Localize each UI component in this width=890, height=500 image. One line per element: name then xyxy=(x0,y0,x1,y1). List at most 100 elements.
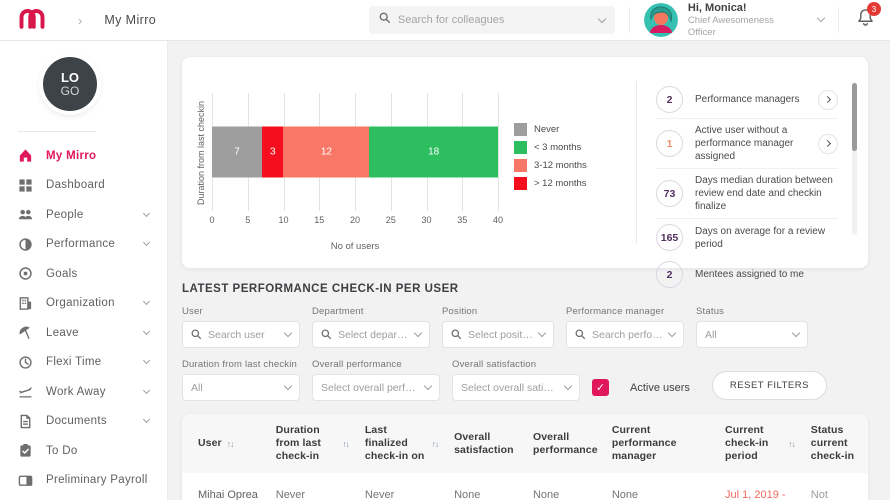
overall-performance-select[interactable]: Select overall performance xyxy=(312,374,440,401)
col-header-duration[interactable]: Duration from last check-in ↑↓ xyxy=(268,414,357,473)
brand-logo-icon[interactable] xyxy=(18,6,46,35)
x-tick-label: 35 xyxy=(457,215,468,225)
filter-label: Position xyxy=(442,306,478,317)
col-header-user[interactable]: User ↑↓ xyxy=(182,414,268,473)
sidebar-item-goals[interactable]: Goals xyxy=(0,259,167,289)
search-icon xyxy=(191,329,202,340)
avatar[interactable] xyxy=(643,2,678,37)
stat-performance-managers: 2 Performance managers xyxy=(656,81,838,118)
sidebar-item-partial[interactable] xyxy=(0,495,167,500)
work-away-icon xyxy=(18,387,33,398)
colleague-search[interactable] xyxy=(368,6,615,34)
user-search-select[interactable]: Search user xyxy=(182,321,300,348)
sidebar-item-documents[interactable]: Documents xyxy=(0,407,167,437)
performance-icon xyxy=(19,238,32,251)
column-label: Current performance manager xyxy=(611,424,677,463)
cell-manager: None xyxy=(611,489,639,500)
home-icon xyxy=(19,149,32,162)
status-select[interactable]: All xyxy=(696,321,808,348)
user-menu-chevron-icon[interactable] xyxy=(816,14,826,23)
search-input[interactable] xyxy=(397,14,599,26)
breadcrumb-chevron-icon: › xyxy=(78,12,83,28)
notifications-bell-icon[interactable]: 3 xyxy=(857,2,881,31)
stat-value: 165 xyxy=(656,224,683,251)
stats-scrollbar-thumb[interactable] xyxy=(852,83,857,151)
stat-link-button[interactable] xyxy=(818,89,838,110)
stat-link-button[interactable] xyxy=(818,133,838,154)
company-logo[interactable]: LO GO xyxy=(43,57,97,111)
table-row: Mihai Oprea Never Never None None None J… xyxy=(182,473,868,500)
chart-legend: Never < 3 months 3-12 months > 12 months xyxy=(514,123,587,268)
bar-segment: 12 xyxy=(283,126,370,178)
active-users-label: Active users xyxy=(630,382,690,394)
page-title: My Mirro xyxy=(104,13,157,27)
user-info[interactable]: Hi, Monica! Chief Awesomeness Officer xyxy=(688,1,802,40)
bar-segment: 18 xyxy=(369,126,498,178)
sidebar-item-my-mirro[interactable]: My Mirro xyxy=(0,141,167,171)
chevron-down-icon xyxy=(537,328,547,338)
col-header-status: Status current check-in xyxy=(803,414,868,473)
sort-icon[interactable]: ↑↓ xyxy=(788,438,795,449)
user-greeting: Hi, Monica! xyxy=(687,1,747,14)
sidebar-item-organization[interactable]: Organization xyxy=(0,289,167,319)
filter-status: Status All xyxy=(696,306,808,348)
duration-select[interactable]: All xyxy=(182,374,300,401)
filter-label: Performance manager xyxy=(566,306,665,317)
filter-placeholder: Select position xyxy=(468,328,533,341)
x-tick-label: 20 xyxy=(349,215,361,225)
sidebar-item-dashboard[interactable]: Dashboard xyxy=(0,171,167,201)
chevron-down-icon xyxy=(413,328,423,338)
chevron-down-icon xyxy=(563,381,573,391)
overall-satisfaction-select[interactable]: Select overall satisfaction xyxy=(452,374,580,401)
sort-icon[interactable]: ↑↓ xyxy=(342,438,349,449)
header-left: › My Mirro xyxy=(0,6,369,35)
sort-icon[interactable]: ↑↓ xyxy=(431,438,439,449)
sidebar-item-label: Goals xyxy=(46,267,78,280)
department-select[interactable]: Select department xyxy=(312,321,430,348)
duration-chart: Duration from last checkin 7 3 12 18 0 5 10 15… xyxy=(182,57,636,268)
reset-filters-button[interactable]: RESET FILTERS xyxy=(711,371,827,400)
filter-value: All xyxy=(705,328,717,341)
payroll-icon xyxy=(18,475,33,486)
stat-value: 1 xyxy=(656,130,683,157)
search-dropdown-chevron-icon[interactable] xyxy=(597,14,607,23)
filter-department: Department Select department xyxy=(312,306,430,348)
filter-value: All xyxy=(191,381,203,394)
sidebar-item-to-do[interactable]: To Do xyxy=(0,436,167,466)
legend-item: 3-12 months xyxy=(514,159,587,172)
sidebar-item-label: Performance xyxy=(46,238,116,251)
col-header-performance: Overall performance xyxy=(525,414,604,473)
todo-icon xyxy=(20,444,31,457)
position-select[interactable]: Select position xyxy=(442,321,554,348)
checkin-overview-card: Duration from last checkin 7 3 12 18 0 5 10 15… xyxy=(182,57,868,288)
logo-line2: GO xyxy=(60,83,80,98)
stats-scrollbar[interactable] xyxy=(852,83,857,235)
active-users-checkbox[interactable]: ✓ xyxy=(592,379,609,396)
documents-icon xyxy=(20,414,31,429)
legend-item: Never xyxy=(514,123,587,136)
sidebar-item-flexi-time[interactable]: Flexi Time xyxy=(0,348,167,378)
col-header-manager: Current performance manager xyxy=(604,414,717,473)
stat-label: Active user without a performance manage… xyxy=(695,125,794,162)
col-header-period[interactable]: Current check-in period ↑↓ xyxy=(717,414,803,473)
sort-icon[interactable]: ↑↓ xyxy=(226,438,234,449)
sidebar-item-label: People xyxy=(46,208,84,221)
cell-last-finalized: Never xyxy=(364,489,395,500)
checkins-table-card: User ↑↓ Duration from last check-in ↑↓ Las… xyxy=(182,414,868,500)
col-header-last-finalized[interactable]: Last finalized check-in on ↑↓ xyxy=(357,414,446,473)
sidebar-item-people[interactable]: People xyxy=(0,200,167,230)
filter-label: Overall performance xyxy=(312,359,402,370)
sidebar-item-label: Preliminary Payroll xyxy=(46,474,148,487)
bar-segment: 7 xyxy=(212,126,263,178)
sidebar-item-work-away[interactable]: Work Away xyxy=(0,377,167,407)
header-divider xyxy=(628,6,630,33)
status-text: Not started xyxy=(810,489,828,500)
performance-manager-select[interactable]: Search performanc... xyxy=(566,321,684,348)
legend-label: > 12 months xyxy=(534,178,587,189)
cell-satisfaction: None xyxy=(454,489,481,500)
stacked-bar: 7 3 12 18 xyxy=(212,126,498,178)
sidebar-item-preliminary-payroll[interactable]: Preliminary Payroll xyxy=(0,466,167,496)
sidebar-item-leave[interactable]: Leave xyxy=(0,318,167,348)
sidebar-item-label: Flexi Time xyxy=(46,356,102,369)
sidebar-item-performance[interactable]: Performance xyxy=(0,230,167,260)
